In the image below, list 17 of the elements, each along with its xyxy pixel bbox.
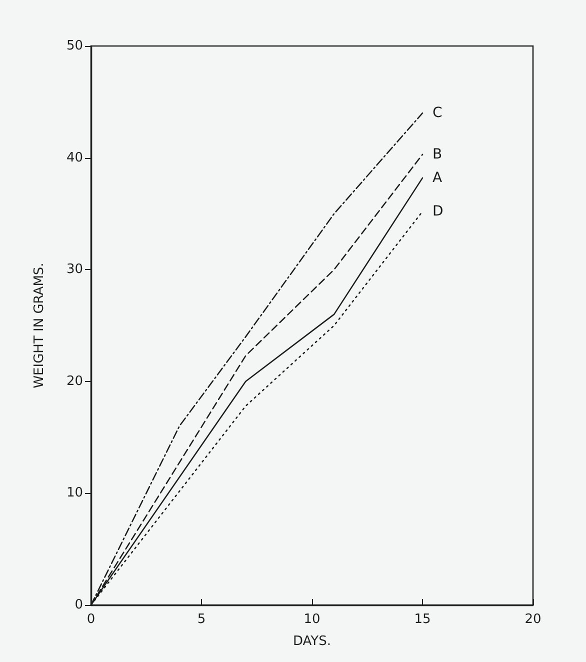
x-tick-label: 20 [524,612,542,627]
x-axis-title: DAYS. [293,634,331,649]
y-tick-label: 20 [66,374,83,389]
y-tick-label: 10 [66,486,83,501]
series-label: A [432,170,442,186]
y-tick-label: 50 [66,38,83,54]
series-label: D [432,203,444,220]
x-tick-label: 15 [414,612,431,627]
x-tick-label: 10 [304,612,320,627]
x-tick-label: 5 [197,612,206,627]
y-axis-title: WEIGHT IN GRAMS. [32,262,47,388]
series-label: B [432,146,442,162]
y-tick-label: 0 [74,598,83,612]
series-label: C [432,105,442,122]
y-tick-label: 30 [66,262,83,278]
y-tick-label: 40 [66,150,83,166]
x-tick-label: 0 [86,612,96,627]
